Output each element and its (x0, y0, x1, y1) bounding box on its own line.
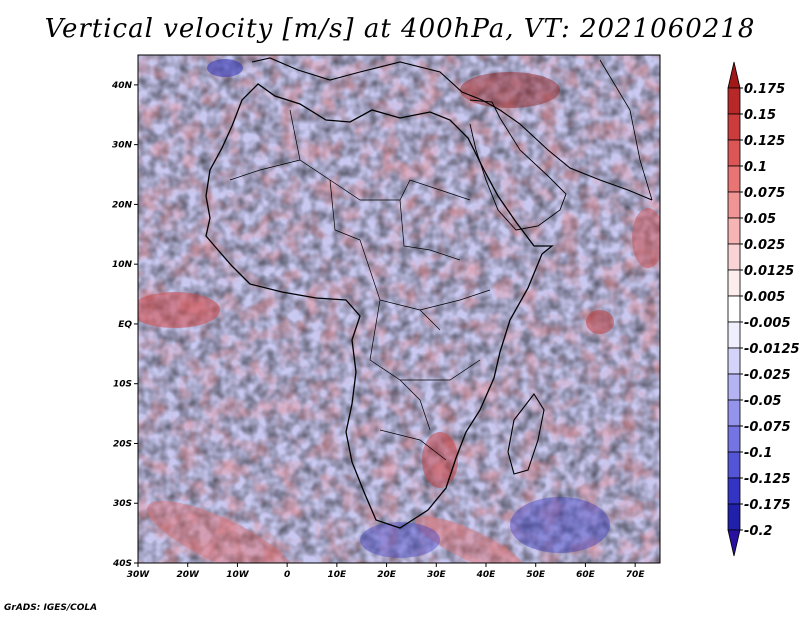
colorbar-label: -0.075 (744, 420, 791, 435)
colorbar-segment (727, 347, 741, 375)
colorbar-label: -0.005 (744, 316, 791, 331)
lon-tick-label: 50E (526, 570, 546, 580)
lon-tick-label: 10W (226, 570, 250, 580)
lat-tick-label: EQ (118, 320, 132, 330)
colorbar-segment (727, 399, 741, 427)
colorbar-segment (727, 191, 741, 219)
lon-tick-label: 0 (284, 570, 290, 580)
colorbar-segment (727, 373, 741, 401)
latitude-axis: 40N 30N 20N 10N EQ 10S 20S 30S 40S (111, 81, 138, 569)
chart-title: Vertical velocity [m/s] at 400hPa, VT: 2… (44, 14, 756, 44)
colorbar-label: -0.175 (744, 498, 791, 513)
lon-tick-label: 60E (576, 570, 596, 580)
colorbar-segment (727, 113, 741, 141)
colorbar-segment (727, 503, 741, 531)
colorbar-label: 0.1 (744, 160, 767, 175)
colorbar-segment (727, 87, 741, 115)
colorbar-label: -0.05 (744, 394, 781, 409)
lon-tick-label: 20E (377, 570, 397, 580)
lat-tick-label: 40N (111, 81, 133, 91)
colorbar-segment (727, 295, 741, 323)
lat-tick-label: 30S (113, 499, 132, 509)
colorbar-segment (727, 269, 741, 297)
colorbar-label: -0.2 (744, 524, 772, 539)
lat-tick-label: 20N (112, 200, 133, 210)
lat-tick-label: 20S (113, 439, 132, 449)
colorbar-label: -0.1 (744, 446, 772, 461)
colorbar-label: 0.0125 (744, 264, 794, 279)
colorbar-segment (727, 529, 741, 557)
plot-frame (137, 54, 661, 564)
colorbar-label: -0.0125 (744, 342, 800, 357)
colorbar-segment (727, 451, 741, 479)
lat-tick-label: 30N (112, 141, 133, 151)
lon-tick-label: 70E (626, 570, 646, 580)
colorbar-segment (727, 165, 741, 193)
lon-tick-label: 10E (328, 570, 348, 580)
colorbar: 0.175 0.15 0.125 0.1 0.075 0.05 0.025 0.0125 0.0… (727, 61, 800, 557)
lon-tick-label: 30W (127, 570, 151, 580)
colorbar-segment (727, 321, 741, 349)
longitude-axis: 30W 20W 10W 0 10E 20E 30E 40E 50E 60E 70E (127, 563, 646, 580)
colorbar-label: 0.125 (744, 134, 785, 149)
colorbar-label: 0.005 (744, 290, 785, 305)
lat-tick-label: 10N (112, 260, 133, 270)
vertical-velocity-field (138, 55, 660, 563)
lon-tick-label: 30E (427, 570, 447, 580)
colorbar-label: 0.15 (744, 108, 776, 123)
lon-tick-label: 20W (176, 570, 200, 580)
colorbar-segment (727, 217, 741, 245)
colorbar-segment (727, 243, 741, 271)
lat-tick-label: 40S (112, 559, 132, 569)
grads-credit: GrADS: IGES/COLA (4, 603, 98, 613)
coastlines-and-borders (205, 57, 653, 529)
colorbar-segment (727, 61, 741, 89)
colorbar-segment (727, 425, 741, 453)
colorbar-label: 0.025 (744, 238, 785, 253)
colorbar-label: 0.05 (744, 212, 776, 227)
colorbar-segment (727, 477, 741, 505)
colorbar-label: 0.075 (744, 186, 785, 201)
colorbar-segment (727, 139, 741, 167)
colorbar-label: 0.175 (744, 82, 785, 97)
lon-tick-label: 40E (476, 570, 497, 580)
lat-tick-label: 10S (113, 380, 132, 390)
colorbar-label: -0.025 (744, 368, 791, 383)
colorbar-label: -0.125 (744, 472, 791, 487)
